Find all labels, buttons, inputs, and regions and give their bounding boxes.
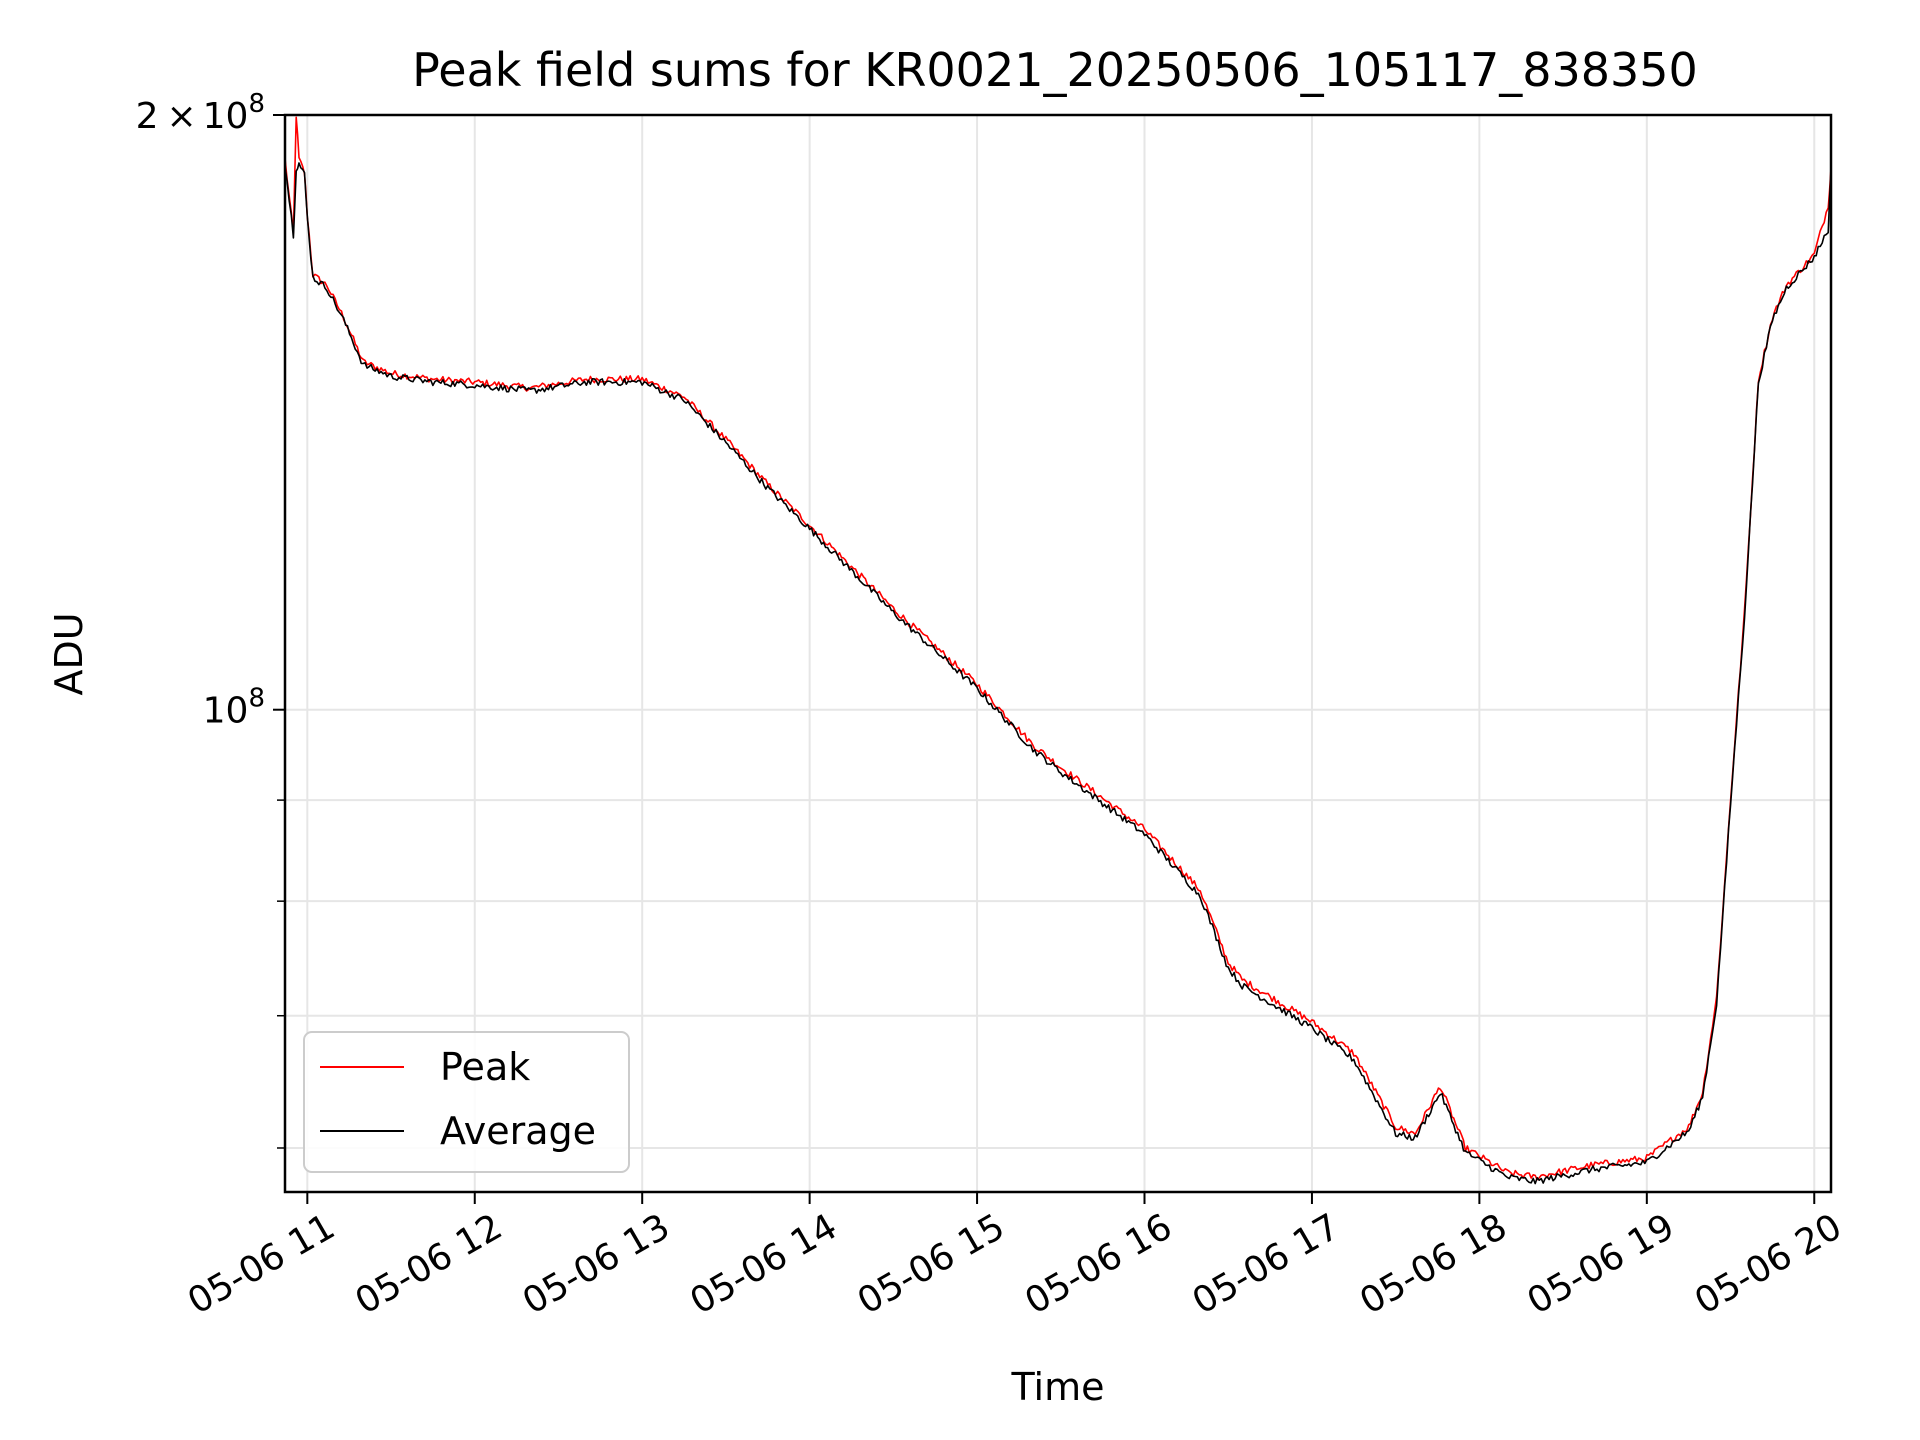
y-tick-times: × <box>166 96 196 137</box>
series-line-average <box>285 162 1831 1185</box>
series-line-peak <box>285 116 1831 1181</box>
y-tick-base: 10 <box>203 96 249 137</box>
legend-label-peak: Peak <box>440 1045 530 1089</box>
chart-title: Peak field sums for KR0021_20250506_1051… <box>412 43 1698 97</box>
y-minor-ticks <box>277 799 285 1149</box>
y-tick-base: 10 <box>203 691 249 732</box>
y-axis-label: ADU <box>47 612 91 695</box>
y-tick-label: 108 <box>203 684 265 732</box>
y-tick-label: 2 × 108 <box>136 89 265 137</box>
y-tick-exponent: 8 <box>248 89 265 119</box>
legend: Peak Average <box>303 1031 630 1173</box>
x-axis-label: Time <box>1011 1365 1105 1409</box>
y-tick-mantissa: 2 <box>136 96 159 137</box>
y-tick-exponent: 8 <box>248 684 265 714</box>
series-lines <box>285 116 1831 1185</box>
legend-label-average: Average <box>440 1109 596 1153</box>
plot-frame <box>283 113 1833 1194</box>
